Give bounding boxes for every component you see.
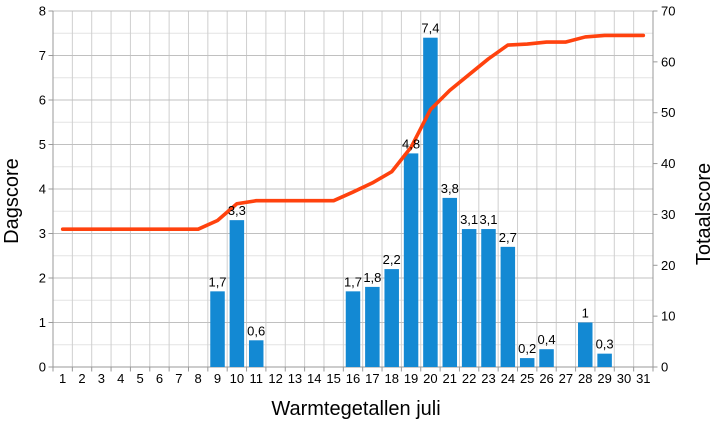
right-tick-label: 30 [661, 207, 675, 222]
bar-day-26 [539, 349, 554, 367]
left-tick-label: 0 [39, 360, 46, 375]
left-tick-label: 3 [39, 226, 46, 241]
x-tick-label-25: 25 [520, 371, 534, 386]
x-tick-label-8: 8 [195, 371, 202, 386]
bar-day-20 [423, 37, 438, 367]
bar-label-day-26: 0,4 [538, 332, 556, 347]
x-tick-label-4: 4 [117, 371, 124, 386]
bar-label-day-18: 2,2 [383, 252, 401, 267]
left-tick-label: 6 [39, 93, 46, 108]
bar-day-28 [578, 322, 593, 367]
bar-day-24 [500, 246, 516, 367]
x-tick-label-28: 28 [578, 371, 592, 386]
x-tick-label-6: 6 [156, 371, 163, 386]
right-axis-title: Totaalscore [693, 162, 715, 266]
right-tick-label: 50 [661, 105, 675, 120]
bar-day-17 [365, 286, 380, 367]
bar-label-day-16: 1,7 [344, 274, 362, 289]
x-tick-label-31: 31 [636, 371, 650, 386]
bar-label-day-17: 1,8 [363, 270, 381, 285]
bar-label-day-20: 7,4 [421, 21, 439, 36]
right-tick-label: 20 [661, 258, 675, 273]
bar-day-22 [461, 229, 477, 367]
bar-label-day-29: 0,3 [596, 337, 614, 352]
bar-label-day-28: 1 [582, 306, 589, 321]
bar-day-11 [248, 340, 264, 367]
bar-label-day-19: 4,8 [402, 136, 420, 151]
bar-label-day-10: 3,3 [228, 203, 246, 218]
x-tick-label-29: 29 [597, 371, 611, 386]
bar-day-18 [384, 269, 399, 367]
bar-day-16 [345, 291, 361, 367]
x-tick-label-12: 12 [268, 371, 282, 386]
x-tick-label-10: 10 [230, 371, 244, 386]
right-tick-label: 60 [661, 54, 675, 69]
x-tick-label-27: 27 [559, 371, 573, 386]
x-tick-label-1: 1 [59, 371, 66, 386]
x-tick-label-15: 15 [326, 371, 340, 386]
left-axis-title: Dagscore [1, 158, 23, 244]
x-tick-label-5: 5 [136, 371, 143, 386]
x-tick-label-18: 18 [384, 371, 398, 386]
x-tick-label-7: 7 [175, 371, 182, 386]
total-score-line [60, 33, 646, 231]
right-tick-label: 0 [661, 360, 668, 375]
x-tick-label-14: 14 [307, 371, 321, 386]
bar-day-9 [210, 291, 225, 367]
right-tick-label: 40 [661, 156, 675, 171]
bar-label-day-24: 2,7 [499, 230, 517, 245]
x-tick-label-17: 17 [365, 371, 379, 386]
x-tick-label-26: 26 [539, 371, 553, 386]
x-tick-label-22: 22 [462, 371, 476, 386]
left-tick-label: 8 [39, 4, 46, 19]
bar-label-day-22: 3,1 [460, 212, 478, 227]
x-tick-label-24: 24 [501, 371, 515, 386]
bar-label-day-25: 0,2 [518, 341, 536, 356]
x-tick-label-9: 9 [214, 371, 221, 386]
x-tick-label-2: 2 [78, 371, 85, 386]
x-tick-label-30: 30 [617, 371, 631, 386]
x-tick-label-19: 19 [404, 371, 418, 386]
bar-label-day-11: 0,6 [247, 323, 265, 338]
bar-day-25 [519, 358, 535, 367]
x-tick-label-3: 3 [98, 371, 105, 386]
right-tick-label: 70 [661, 4, 675, 19]
right-tick-label: 10 [661, 309, 675, 324]
x-tick-label-16: 16 [346, 371, 360, 386]
bar-label-day-23: 3,1 [479, 212, 497, 227]
x-axis-title: Warmtegetallen juli [271, 398, 441, 420]
x-tick-label-13: 13 [288, 371, 302, 386]
left-tick-label: 4 [39, 182, 46, 197]
bar-day-19 [403, 153, 419, 367]
x-tick-label-23: 23 [481, 371, 495, 386]
bar-label-day-21: 3,8 [441, 181, 459, 196]
x-tick-label-11: 11 [249, 371, 263, 386]
bar-day-29 [597, 353, 612, 367]
x-tick-label-20: 20 [423, 371, 437, 386]
bar-day-23 [481, 229, 496, 367]
left-tick-label: 2 [39, 271, 46, 286]
bar-day-10 [229, 220, 245, 367]
left-tick-label: 1 [39, 315, 46, 330]
bar-label-day-9: 1,7 [208, 274, 226, 289]
bar-day-21 [442, 197, 458, 367]
left-tick-label: 7 [39, 48, 46, 63]
left-tick-label: 5 [39, 137, 46, 152]
x-tick-label-21: 21 [443, 371, 457, 386]
